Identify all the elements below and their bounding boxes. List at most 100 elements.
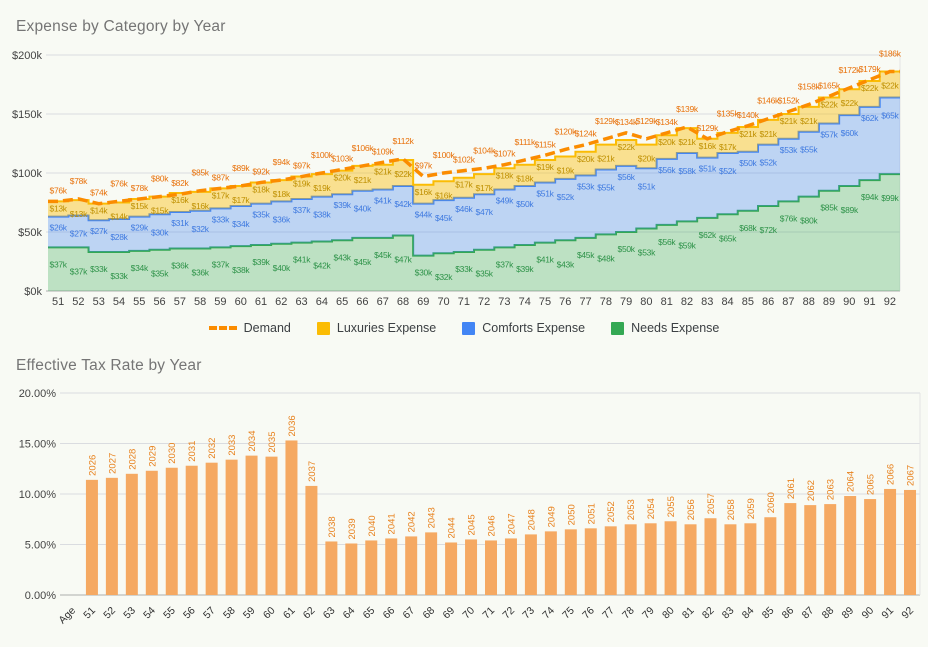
bar-year-label: 2037 — [307, 461, 318, 482]
tax-bar[interactable] — [385, 538, 398, 595]
legend-item-luxuries-expense[interactable]: Luxuries Expense — [316, 321, 436, 335]
bar-year-label: 2043 — [427, 507, 438, 528]
bar-year-label: 2027 — [107, 453, 118, 474]
tax-bar[interactable] — [584, 528, 597, 595]
tax-bar[interactable] — [365, 540, 378, 595]
legend-item-comforts-expense[interactable]: Comforts Expense — [462, 321, 585, 335]
x-axis-label: 66 — [356, 296, 368, 308]
tax-bar[interactable] — [904, 489, 917, 595]
demand-value-label: $120k — [554, 126, 577, 136]
demand-value-label: $124k — [575, 129, 598, 139]
x-axis-label: 78 — [620, 605, 637, 622]
tax-bar[interactable] — [864, 499, 877, 595]
comforts-expense-value-label: $29k — [131, 223, 149, 233]
x-axis-label: 73 — [498, 296, 510, 308]
x-axis-label: 57 — [174, 296, 186, 308]
tax-bar[interactable] — [804, 505, 817, 595]
tax-bar[interactable] — [425, 532, 438, 595]
y-axis-label: $150k — [12, 109, 42, 121]
legend-item-needs-expense[interactable]: Needs Expense — [611, 321, 719, 335]
tax-bar[interactable] — [165, 467, 178, 595]
x-axis-label: 68 — [397, 296, 409, 308]
demand-value-label: $82k — [171, 178, 189, 188]
x-axis-label: 56 — [153, 296, 165, 308]
tax-bar[interactable] — [884, 488, 897, 595]
tax-bar[interactable] — [145, 470, 158, 595]
tax-bar[interactable] — [445, 542, 458, 595]
x-axis-label: 88 — [820, 605, 837, 622]
tax-bar[interactable] — [485, 540, 497, 595]
tax-bar[interactable] — [85, 479, 98, 595]
x-axis-label: 79 — [640, 605, 657, 622]
tax-bar[interactable] — [524, 534, 537, 595]
x-axis-label: 86 — [762, 296, 774, 308]
comforts-expense-value-label: $31k — [171, 218, 189, 228]
tax-bar[interactable] — [744, 523, 757, 595]
tax-bar[interactable] — [624, 524, 637, 595]
comforts-expense-value-label: $58k — [678, 166, 696, 176]
x-axis-label: 82 — [681, 296, 693, 308]
x-axis-label: 56 — [181, 605, 198, 622]
x-axis-label: 71 — [458, 296, 470, 308]
tax-bar[interactable] — [305, 485, 318, 595]
tax-bar[interactable] — [225, 459, 238, 595]
demand-value-label: $139k — [676, 104, 699, 114]
bar-year-label: 2064 — [846, 471, 857, 492]
demand-value-label: $94k — [273, 157, 291, 167]
luxuries-expense-value-label: $20k — [658, 137, 676, 147]
legend-item-demand[interactable]: Demand — [208, 321, 291, 335]
tax-bar[interactable] — [205, 462, 218, 595]
tax-bar[interactable] — [345, 543, 358, 595]
tax-bar[interactable] — [325, 541, 338, 595]
tax-bar[interactable] — [824, 504, 837, 595]
tax-bar[interactable] — [724, 524, 737, 595]
tax-bar[interactable] — [185, 465, 198, 595]
luxuries-expense-value-label: $22k — [861, 83, 879, 93]
needs-expense-value-label: $99k — [881, 193, 899, 203]
x-axis-label: 52 — [72, 296, 84, 308]
x-axis-label: 51 — [81, 605, 98, 622]
needs-expense-value-label: $50k — [618, 244, 636, 254]
needs-expense-area[interactable] — [48, 174, 900, 291]
tax-bar[interactable] — [784, 503, 797, 595]
comforts-expense-step-line — [48, 96, 900, 222]
demand-line[interactable] — [48, 69, 900, 206]
tax-bar[interactable] — [604, 526, 617, 595]
tax-bar[interactable] — [105, 477, 118, 595]
demand-value-label: $78k — [131, 183, 149, 193]
tax-bar[interactable] — [844, 496, 857, 595]
effective-tax-rate-chart[interactable]: 0.00%5.00%10.00%15.00%20.00%Age 51 52 53 54 5… — [0, 383, 928, 647]
x-axis-label: 73 — [520, 605, 537, 622]
tax-bar[interactable] — [764, 517, 777, 595]
comforts-expense-area[interactable] — [48, 97, 900, 256]
luxuries-expense-value-label: $22k — [618, 142, 636, 152]
tax-bar[interactable] — [644, 523, 657, 595]
tax-bar[interactable] — [465, 539, 478, 595]
x-axis-label: 54 — [141, 605, 158, 622]
tax-bar[interactable] — [265, 456, 278, 595]
tax-bar[interactable] — [704, 518, 717, 595]
tax-bar[interactable] — [684, 524, 697, 595]
tax-bar[interactable] — [285, 440, 298, 595]
tax-bar[interactable] — [504, 538, 517, 595]
luxuries-expense-value-label: $16k — [435, 190, 453, 200]
comforts-expense-value-label: $50k — [516, 199, 534, 209]
expense-by-category-chart[interactable]: $0k $50k $100k $150k $200k 51 52 53 54 55 56 57 58 59… — [0, 0, 928, 316]
tax-bar[interactable] — [405, 536, 418, 595]
tax-bar[interactable] — [664, 521, 677, 595]
x-axis-label: 91 — [879, 605, 896, 622]
luxuries-expense-value-label: $17k — [476, 183, 494, 193]
tax-bar[interactable] — [245, 455, 258, 595]
comforts-expense-value-label: $27k — [70, 228, 88, 238]
y-axis-label: 0.00% — [25, 590, 56, 602]
x-axis-label: 83 — [701, 296, 713, 308]
x-axis-label: 76 — [580, 605, 597, 622]
tax-bar[interactable] — [564, 529, 577, 595]
tax-bar[interactable] — [544, 531, 557, 595]
luxuries-expense-value-label: $19k — [293, 179, 311, 189]
demand-value-label: $100k — [311, 150, 334, 160]
y-axis-label: $50k — [18, 227, 42, 239]
luxuries-expense-value-label: $16k — [415, 187, 433, 197]
tax-bar[interactable] — [125, 473, 138, 595]
x-axis-label: 66 — [381, 605, 398, 622]
